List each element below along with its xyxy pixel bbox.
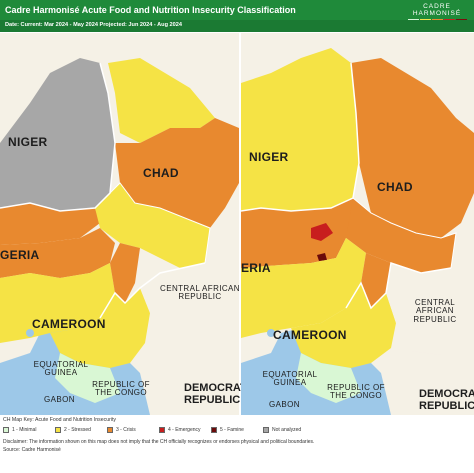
map-title: Cadre Harmonisé Acute Food and Nutrition…	[5, 5, 296, 15]
lake-chad-right	[267, 329, 275, 337]
maps-container: NIGER CHAD GERIA CENTRAL AFRICAN REPUBLI…	[0, 33, 474, 415]
legend-label: 3 - Crisis	[116, 427, 136, 433]
famine-pocket	[317, 253, 327, 261]
legend-label: 1 - Minimal	[12, 427, 37, 433]
legend-label: 2 - Stressed	[64, 427, 91, 433]
legend-item: 1 - Minimal	[3, 427, 51, 433]
brand-name: CADRE HARMONISÉ	[412, 3, 462, 17]
label-gabon: GABON	[269, 400, 300, 409]
label-equatorial-guinea: EQUATORIAL GUINEA	[33, 360, 89, 378]
cameroon-north	[110, 243, 140, 303]
nigeria-south	[0, 263, 115, 343]
map-panel-projected[interactable]: NIGER CHAD ERIA CENTRAL AFRICAN REPUBLIC…	[241, 33, 474, 415]
legend-item: 3 - Crisis	[107, 427, 155, 433]
label-republic-of-congo: REPUBLIC OF THE CONGO	[327, 383, 385, 401]
header-bar: Cadre Harmonisé Acute Food and Nutrition…	[0, 0, 474, 23]
cameroon-north	[361, 253, 391, 308]
map-projected-svg	[241, 33, 474, 415]
label-central-african-republic: CENTRAL AFRICAN REPUBLIC	[413, 298, 457, 324]
legend-swatch	[159, 427, 165, 433]
legend-swatch	[211, 427, 217, 433]
legend-item: 5 - Famine	[211, 427, 259, 433]
source-credit: Source: Cadre Harmonisé	[3, 447, 61, 453]
map-current-svg	[0, 33, 239, 415]
lake-chad-left	[26, 329, 34, 337]
legend-item: 2 - Stressed	[55, 427, 103, 433]
chad-north	[351, 58, 474, 238]
central-african-republic	[386, 263, 474, 355]
cameroon-south-minimal	[55, 353, 120, 403]
label-chad: CHAD	[377, 180, 413, 194]
central-african-republic	[140, 263, 239, 348]
border-niger	[241, 62, 360, 212]
legend-label: 5 - Famine	[220, 427, 244, 433]
date-text: Date: Current: Mar 2024 - May 2024 Proje…	[5, 22, 182, 28]
chad-central	[115, 118, 239, 228]
border-niger	[0, 62, 116, 212]
legend-item: 4 - Emergency	[159, 427, 207, 433]
legend-area: CH Map Key: Acute Food and Nutrition Ins…	[0, 415, 474, 473]
nigeria-south	[241, 238, 366, 338]
label-nigeria: ERIA	[241, 261, 271, 275]
niger-south-strip	[0, 203, 100, 245]
label-gabon: GABON	[44, 395, 75, 404]
legend-item: Not analyzed	[263, 427, 311, 433]
label-cameroon: CAMEROON	[32, 317, 106, 331]
legend-label: Not analyzed	[272, 427, 302, 433]
emergency-pocket-1	[311, 223, 333, 241]
legend-swatch	[55, 427, 61, 433]
cameroon-central	[291, 283, 396, 368]
map-panel-current[interactable]: NIGER CHAD GERIA CENTRAL AFRICAN REPUBLI…	[0, 33, 258, 415]
border-chad	[352, 197, 457, 269]
label-drc: DEMOCRATIC REPUBLIC	[419, 388, 474, 412]
niger-region	[241, 48, 359, 211]
label-cameroon: CAMEROON	[273, 328, 347, 342]
label-niger: NIGER	[8, 135, 48, 149]
legend-swatch	[263, 427, 269, 433]
chad-south	[336, 198, 456, 273]
label-republic-of-congo: REPUBLIC OF THE CONGO	[92, 380, 150, 398]
border-car	[345, 262, 452, 310]
cameroon-central	[50, 288, 150, 368]
cameroon-south-minimal	[296, 353, 361, 403]
label-chad: CHAD	[143, 166, 179, 180]
label-central-african-republic: CENTRAL AFRICAN REPUBLIC	[160, 284, 240, 302]
legend: 1 - Minimal 2 - Stressed 3 - Crisis 4 - …	[3, 427, 311, 433]
label-equatorial-guinea: EQUATORIAL GUINEA	[262, 370, 318, 388]
chad-north	[108, 58, 215, 143]
label-nigeria: GERIA	[0, 248, 40, 262]
nigeria-north	[241, 198, 353, 268]
disclaimer: Disclaimer: The information shown on thi…	[3, 439, 315, 445]
legend-swatch	[3, 427, 9, 433]
label-niger: NIGER	[249, 150, 289, 164]
chad-south	[95, 183, 210, 268]
nigeria-north	[0, 228, 115, 278]
label-drc: DEMOCRATIC REPUBLIC	[184, 382, 258, 406]
legend-swatch	[107, 427, 113, 433]
border-chad	[109, 182, 211, 264]
niger-region	[0, 58, 115, 211]
border-car	[99, 262, 206, 319]
map-key-title: CH Map Key: Acute Food and Nutrition Ins…	[3, 417, 117, 423]
date-bar: Date: Current: Mar 2024 - May 2024 Proje…	[0, 20, 474, 32]
legend-label: 4 - Emergency	[168, 427, 201, 433]
